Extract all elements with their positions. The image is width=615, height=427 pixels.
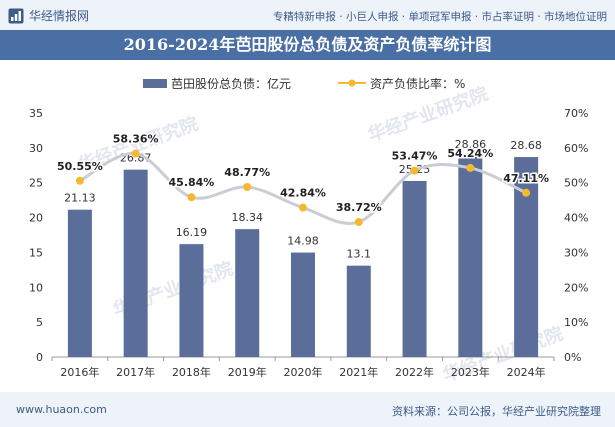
bar	[67, 209, 92, 357]
y-left-tick-label: 15	[29, 246, 43, 259]
line-point	[522, 188, 531, 197]
line-point	[75, 176, 84, 185]
bar	[402, 180, 427, 357]
line-point	[299, 203, 307, 212]
y-right-tick-label: 70%	[564, 107, 588, 120]
y-right-tick-label: 30%	[564, 246, 588, 259]
x-tick-label: 2024年	[507, 365, 546, 379]
line-value-labels: 50.55% 58.36% 45.84% 48.77% 42.84% 38.72% 53.4…	[55, 131, 550, 215]
brand-logo[interactable]: 华经情报网	[8, 7, 89, 24]
line-point	[131, 149, 140, 158]
x-tick-label: 2022年	[395, 365, 434, 379]
bar	[458, 155, 483, 357]
bar-value-label: 13.1	[347, 248, 372, 261]
y-right-tick-label: 40%	[564, 212, 588, 225]
bar	[123, 169, 148, 357]
title-bar: 2016-2024年芭田股份总负债及资产负债率统计图	[0, 30, 615, 60]
bar-value-label: 21.13	[64, 192, 96, 205]
bar	[346, 265, 371, 357]
y-left-tick-label: 25	[29, 177, 43, 190]
x-tick-label: 2017年	[116, 365, 155, 379]
line-value-label: 47.11%	[503, 172, 549, 185]
line-value-label: 54.24%	[447, 147, 493, 160]
source-note: 资料来源：公司公报，华经产业研究院整理	[392, 405, 601, 418]
line-value-label: 42.84%	[280, 187, 326, 200]
logo-text: 华经情报网	[29, 9, 90, 23]
line-value-label: 38.72%	[336, 201, 382, 214]
header-bar: 华经情报网 专精特新申报 · 小巨人申报 · 单项冠军申报 · 市占率证明 · …	[0, 0, 615, 30]
line-point	[410, 166, 419, 175]
line-value-label: 53.47%	[392, 150, 438, 163]
website-link[interactable]: www.huaon.com	[16, 403, 107, 416]
line-point	[243, 183, 252, 192]
legend-marker-debt-ratio	[348, 79, 356, 87]
legend-swatch-total-liabilities	[143, 79, 167, 88]
bar	[235, 229, 260, 357]
logo-icon	[8, 8, 24, 23]
service-tags: 专精特新申报 · 小巨人申报 · 单项冠军申报 · 市占率证明 · 市场地位证明	[272, 11, 607, 23]
line-value-label: 45.84%	[169, 176, 215, 189]
x-tick-label: 2023年	[451, 365, 490, 379]
line-value-label: 48.77%	[224, 166, 270, 179]
x-tick-label: 2018年	[172, 365, 211, 379]
y-left-tick-label: 35	[29, 107, 43, 120]
line-value-label: 50.55%	[57, 160, 103, 173]
y-left-tick-label: 20	[29, 212, 43, 225]
bar-value-label: 28.86	[455, 138, 487, 151]
line-point	[187, 193, 196, 202]
bar-value-label: 16.19	[176, 226, 208, 239]
line-value-label: 58.36%	[113, 133, 159, 146]
y-left-tick-label: 0	[36, 351, 43, 364]
bar-value-label: 18.34	[231, 211, 263, 224]
bar	[179, 244, 204, 357]
y-left-tick-label: 5	[36, 316, 43, 329]
line-point	[466, 163, 475, 172]
y-left-tick-label: 10	[29, 281, 43, 294]
watermark-text: 华经产业研究院	[365, 82, 491, 146]
x-tick-label: 2016年	[60, 365, 99, 379]
line-point	[354, 218, 363, 227]
y-right-tick-label: 10%	[564, 316, 588, 329]
bar-series	[67, 155, 539, 357]
x-tick-label: 2020年	[284, 365, 323, 379]
legend-label-debt-ratio: 资产负债比率：%	[370, 76, 465, 91]
y-right-tick-label: 0%	[564, 351, 581, 364]
x-tick-label: 2021年	[339, 365, 378, 379]
bar	[291, 252, 315, 357]
footer-bar: www.huaon.com 资料来源：公司公报，华经产业研究院整理	[0, 392, 615, 427]
y-left-tick-label: 30	[29, 142, 43, 155]
bar-value-label: 14.98	[287, 235, 319, 248]
x-tick-label: 2019年	[228, 365, 267, 379]
bar-value-label: 28.68	[510, 139, 542, 152]
y-right-tick-label: 50%	[564, 177, 588, 190]
legend-label-total-liabilities: 芭田股份总负债：亿元	[171, 76, 291, 91]
y-right-tick-label: 20%	[564, 281, 588, 294]
y-right-tick-label: 60%	[564, 142, 588, 155]
chart-title: 2016-2024年芭田股份总负债及资产负债率统计图	[123, 35, 492, 54]
legend: 芭田股份总负债：亿元 资产负债比率：%	[143, 76, 465, 91]
line-series	[75, 149, 531, 227]
